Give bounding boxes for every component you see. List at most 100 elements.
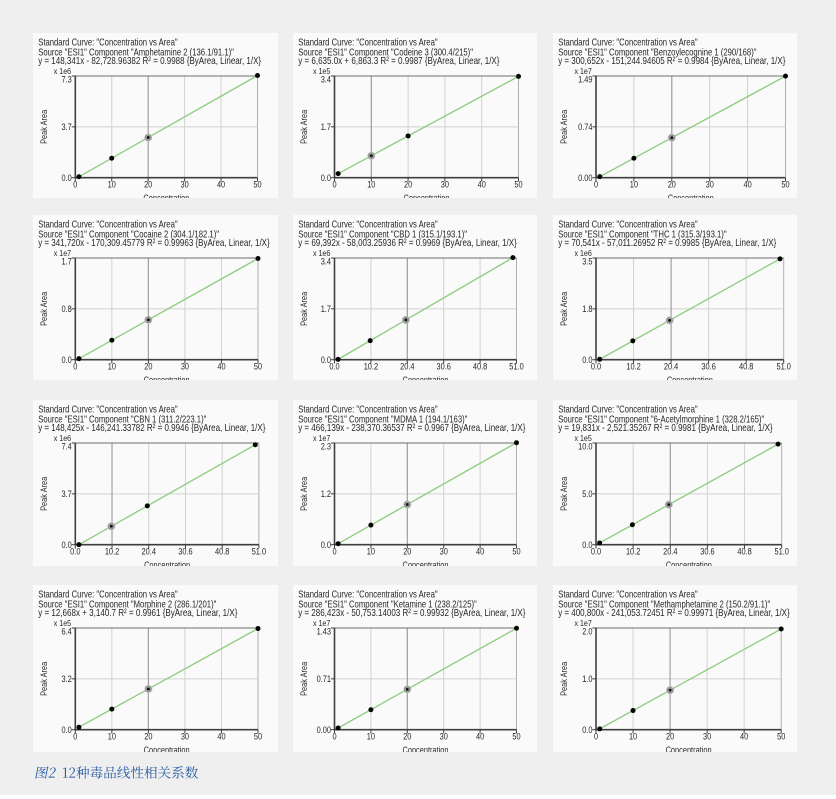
svg-text:0.0: 0.0 xyxy=(62,725,72,735)
svg-text:Peak Area: Peak Area xyxy=(559,477,569,511)
svg-text:30: 30 xyxy=(440,547,448,557)
svg-text:10: 10 xyxy=(367,547,375,557)
svg-text:y = 400,800x - 241,053.72451: y = 400,800x - 241,053.72451 R² = 0.9997… xyxy=(558,608,790,619)
svg-text:x 1e6: x 1e6 xyxy=(54,66,72,76)
svg-text:51.0: 51.0 xyxy=(252,547,266,557)
svg-text:Standard Curve: "Concentration: Standard Curve: "Concentration vs Area" xyxy=(558,589,698,600)
svg-text:y = 69,392x - 58,003.25936: y = 69,392x - 58,003.25936 R² = 0.9969 {… xyxy=(298,238,517,249)
svg-text:30: 30 xyxy=(706,180,714,190)
svg-text:0.00: 0.00 xyxy=(578,173,592,183)
svg-text:30.6: 30.6 xyxy=(437,362,451,372)
svg-text:0.0: 0.0 xyxy=(582,725,592,735)
svg-text:10.2: 10.2 xyxy=(626,547,640,557)
svg-text:y = 286,423x - 50,753.14003: y = 286,423x - 50,753.14003 R² = 0.99932… xyxy=(298,608,526,619)
svg-text:40: 40 xyxy=(217,732,225,742)
svg-text:Peak Area: Peak Area xyxy=(39,292,49,326)
svg-text:10: 10 xyxy=(108,180,116,190)
svg-text:0.0: 0.0 xyxy=(582,355,592,365)
svg-text:10: 10 xyxy=(367,732,375,742)
svg-text:20.4: 20.4 xyxy=(142,547,156,557)
svg-text:20.4: 20.4 xyxy=(400,362,414,372)
svg-text:10: 10 xyxy=(629,732,637,742)
svg-text:40: 40 xyxy=(744,180,752,190)
svg-text:Concentration: Concentration xyxy=(666,745,712,752)
svg-text:0.0: 0.0 xyxy=(321,540,331,550)
svg-text:1.8: 1.8 xyxy=(582,304,592,314)
svg-text:1.43: 1.43 xyxy=(317,626,331,636)
svg-text:30: 30 xyxy=(440,732,448,742)
svg-text:40: 40 xyxy=(476,547,484,557)
svg-text:30: 30 xyxy=(703,732,711,742)
svg-text:Concentration: Concentration xyxy=(667,375,713,380)
svg-text:50: 50 xyxy=(512,547,520,557)
svg-text:20: 20 xyxy=(144,362,152,372)
svg-text:40: 40 xyxy=(740,732,748,742)
svg-text:y = 300,652x - 151,244.94605: y = 300,652x - 151,244.94605 R² = 0.9984… xyxy=(558,56,786,67)
svg-text:30.6: 30.6 xyxy=(700,547,714,557)
svg-text:Concentration: Concentration xyxy=(144,375,190,380)
svg-text:0.0: 0.0 xyxy=(70,547,80,557)
svg-text:1.7: 1.7 xyxy=(321,122,331,132)
svg-text:Source "ESI1" Component "Amphe: Source "ESI1" Component "Amphetamine 2 (… xyxy=(38,47,234,58)
svg-text:51.0: 51.0 xyxy=(777,362,791,372)
svg-text:Concentration: Concentration xyxy=(403,560,449,566)
svg-text:Concentration: Concentration xyxy=(144,560,190,566)
svg-text:30: 30 xyxy=(181,732,189,742)
svg-text:y = 148,425x - 146,241.33782: y = 148,425x - 146,241.33782 R² = 0.9946… xyxy=(38,423,266,434)
svg-text:x 1e7: x 1e7 xyxy=(575,66,593,76)
svg-text:0.0: 0.0 xyxy=(582,540,592,550)
svg-text:Peak Area: Peak Area xyxy=(299,477,309,511)
svg-text:3.4: 3.4 xyxy=(321,74,331,84)
svg-text:50: 50 xyxy=(253,180,261,190)
svg-text:40.8: 40.8 xyxy=(739,362,753,372)
svg-text:x 1e6: x 1e6 xyxy=(575,248,593,258)
svg-text:5.0: 5.0 xyxy=(582,489,592,499)
svg-text:30: 30 xyxy=(441,180,449,190)
svg-text:Concentration: Concentration xyxy=(403,375,449,380)
svg-text:10: 10 xyxy=(367,180,375,190)
svg-text:30.6: 30.6 xyxy=(178,547,192,557)
svg-text:0.0: 0.0 xyxy=(591,362,601,372)
svg-text:Source "ESI1" Component "Codei: Source "ESI1" Component "Codeine 3 (300.… xyxy=(298,47,473,58)
svg-text:0.74: 0.74 xyxy=(578,122,592,132)
svg-text:Standard Curve: "Concentration: Standard Curve: "Concentration vs Area" xyxy=(38,37,178,48)
svg-text:Peak Area: Peak Area xyxy=(39,110,49,144)
svg-text:Concentration: Concentration xyxy=(666,560,712,566)
svg-text:2.0: 2.0 xyxy=(582,626,592,636)
svg-text:Peak Area: Peak Area xyxy=(39,477,49,511)
svg-text:Peak Area: Peak Area xyxy=(299,110,309,144)
svg-text:0.0: 0.0 xyxy=(62,355,72,365)
svg-text:30: 30 xyxy=(181,362,189,372)
svg-text:Source "ESI1" Component "6-Ace: Source "ESI1" Component "6-Acetylmorphin… xyxy=(558,414,764,425)
svg-text:Peak Area: Peak Area xyxy=(559,662,569,696)
svg-text:0.0: 0.0 xyxy=(62,540,72,550)
svg-text:Concentration: Concentration xyxy=(668,193,714,198)
svg-text:Standard Curve: "Concentration: Standard Curve: "Concentration vs Area" xyxy=(298,37,438,48)
svg-text:0: 0 xyxy=(332,180,336,190)
svg-text:Standard Curve: "Concentration: Standard Curve: "Concentration vs Area" xyxy=(558,219,698,230)
svg-text:20: 20 xyxy=(144,180,152,190)
svg-text:Source "ESI1" Component "Cocai: Source "ESI1" Component "Cocaine 2 (304.… xyxy=(38,229,219,240)
svg-text:40: 40 xyxy=(217,180,225,190)
svg-text:Peak Area: Peak Area xyxy=(39,662,49,696)
svg-text:0.8: 0.8 xyxy=(62,304,72,314)
svg-text:0.0: 0.0 xyxy=(591,547,601,557)
svg-text:10.2: 10.2 xyxy=(626,362,640,372)
svg-text:Standard Curve: "Concentration: Standard Curve: "Concentration vs Area" xyxy=(298,404,438,415)
svg-text:1.7: 1.7 xyxy=(321,304,331,314)
svg-text:x 1e7: x 1e7 xyxy=(313,433,331,443)
svg-text:40: 40 xyxy=(478,180,486,190)
svg-text:Standard Curve: "Concentration: Standard Curve: "Concentration vs Area" xyxy=(298,219,438,230)
svg-text:51.0: 51.0 xyxy=(509,362,523,372)
svg-text:0: 0 xyxy=(332,732,336,742)
svg-text:Standard Curve: "Concentration: Standard Curve: "Concentration vs Area" xyxy=(558,404,698,415)
svg-text:0.71: 0.71 xyxy=(317,674,331,684)
svg-text:0: 0 xyxy=(594,180,598,190)
svg-text:40.8: 40.8 xyxy=(737,547,751,557)
svg-text:40.8: 40.8 xyxy=(473,362,487,372)
svg-text:x 1e6: x 1e6 xyxy=(313,248,331,258)
svg-text:0: 0 xyxy=(73,732,77,742)
svg-text:0: 0 xyxy=(594,732,598,742)
svg-text:20.4: 20.4 xyxy=(664,362,678,372)
svg-text:50: 50 xyxy=(512,732,520,742)
